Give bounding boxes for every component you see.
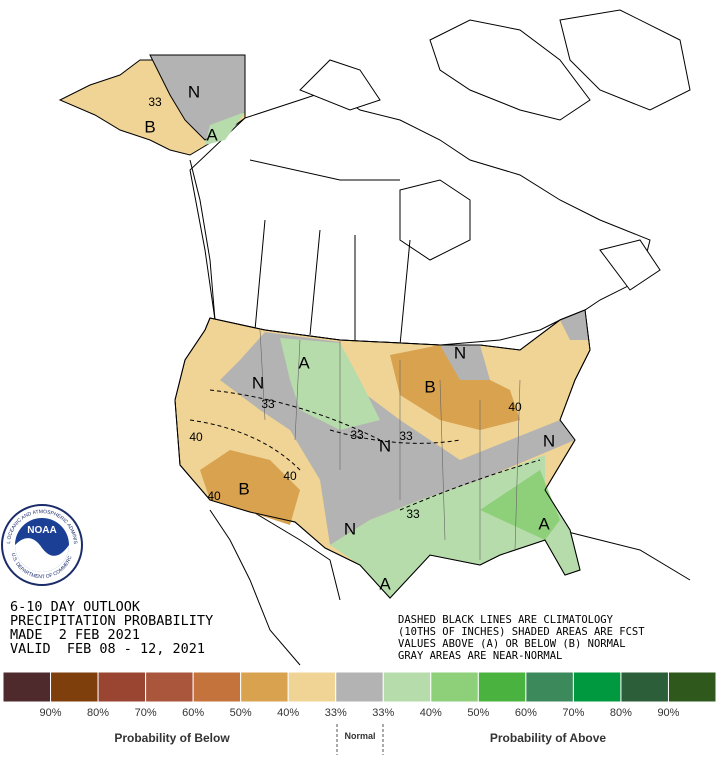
note-line: VALUES ABOVE (A) OR BELOW (B) NORMAL xyxy=(398,638,626,650)
category-label: A xyxy=(298,353,310,372)
contour-label: 40 xyxy=(508,400,522,414)
category-label: N xyxy=(188,82,200,101)
category-label: N xyxy=(379,436,391,455)
legend-swatch xyxy=(667,671,717,703)
contour-label: 40 xyxy=(283,469,297,483)
legend-label: 90% xyxy=(657,707,679,719)
legend-swatch xyxy=(145,671,194,703)
note-line: GRAY AREAS ARE NEAR-NORMAL xyxy=(398,650,562,662)
legend-label: 60% xyxy=(515,707,537,719)
legend-label: 70% xyxy=(562,707,584,719)
legend-label: 40% xyxy=(277,707,299,719)
legend-swatch xyxy=(382,671,432,703)
title-line: 6-10 DAY OUTLOOK xyxy=(10,599,141,615)
category-label: B xyxy=(144,117,155,136)
category-label: A xyxy=(538,514,550,533)
conus xyxy=(174,309,591,599)
contour-label: 33 xyxy=(350,428,364,442)
legend-label: 33% xyxy=(372,707,394,719)
category-label: B xyxy=(238,479,249,498)
legend-label: 70% xyxy=(135,707,157,719)
contour-label: 33 xyxy=(148,95,162,109)
legend-swatch xyxy=(525,671,574,703)
legend-swatch xyxy=(287,671,337,703)
legend-label: 50% xyxy=(230,707,252,719)
contour-label: 33 xyxy=(399,429,413,443)
category-label: B xyxy=(424,377,435,396)
legend-label: 90% xyxy=(40,707,62,719)
legend-swatch xyxy=(50,671,99,703)
logo-ring-bottom: U.S. DEPARTMENT OF COMMERCE xyxy=(0,0,74,580)
legend-heading: Probability of Above xyxy=(490,731,607,745)
contour-label: 33 xyxy=(261,397,275,411)
legend-label: 50% xyxy=(467,707,489,719)
logo-ring-top-path: NATIONAL OCEANIC AND ATMOSPHERIC ADMINIS… xyxy=(0,0,78,545)
map-labels: N 33 B A A N 33 B 40 40 33 N 33 40 B 40 N 33 A A N N xyxy=(144,82,555,593)
category-label: N xyxy=(454,343,466,362)
category-label: N xyxy=(252,373,264,392)
note-line: (10THS OF INCHES) SHADED AREAS ARE FCST xyxy=(398,626,645,638)
category-label: A xyxy=(379,574,391,593)
legend-label: 80% xyxy=(610,707,632,719)
note-line: DASHED BLACK LINES ARE CLIMATOLOGY xyxy=(398,614,614,626)
land-outlines xyxy=(189,9,691,666)
legend-swatch xyxy=(572,671,622,703)
legend-swatch xyxy=(477,671,527,703)
contour-label: 33 xyxy=(406,507,420,521)
title-line: VALID FEB 08 - 12, 2021 xyxy=(10,641,205,657)
legend: 90% 80% 70% 60% 50% 40% 33% 33% 40% 50% 60% 70% 80% 9… xyxy=(2,671,717,755)
legend-swatch xyxy=(335,671,384,703)
logo-ring-bottom-path: U.S. DEPARTMENT OF COMMERCE xyxy=(0,0,74,580)
logo-name: NOAA xyxy=(27,525,56,536)
legend-swatch xyxy=(430,671,479,703)
category-label: A xyxy=(206,125,218,144)
category-label: N xyxy=(344,519,356,538)
logo-ring-top: NATIONAL OCEANIC AND ATMOSPHERIC ADMINIS… xyxy=(0,0,78,545)
legend-swatch xyxy=(97,671,147,703)
legend-label: 60% xyxy=(182,707,204,719)
contour-label: 40 xyxy=(189,430,203,444)
noaa-logo: NOAA NATIONAL OCEANIC AND ATMOSPHERIC AD… xyxy=(0,0,83,586)
legend-label: 33% xyxy=(325,707,347,719)
legend-swatch xyxy=(2,671,52,703)
contour-label: 40 xyxy=(207,489,221,503)
legend-swatch xyxy=(620,671,669,703)
category-label: N xyxy=(543,431,555,450)
legend-heading: Probability of Below xyxy=(114,731,230,745)
legend-swatch xyxy=(192,671,242,703)
legend-swatch xyxy=(240,671,289,703)
legend-label: 80% xyxy=(87,707,109,719)
alaska xyxy=(58,54,246,321)
legend-label: 40% xyxy=(420,707,442,719)
legend-heading: Normal xyxy=(344,731,375,741)
title-line: MADE 2 FEB 2021 xyxy=(10,627,140,643)
title-line: PRECIPITATION PROBABILITY xyxy=(10,613,213,629)
